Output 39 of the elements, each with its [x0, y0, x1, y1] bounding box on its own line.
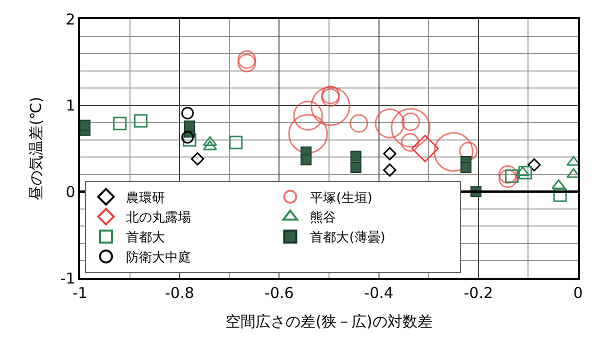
- point: [350, 150, 362, 162]
- x-tick-label: -0.4: [364, 284, 394, 302]
- point: [553, 188, 567, 202]
- point: [113, 116, 127, 130]
- legend-label: 北の丸露場: [126, 210, 191, 226]
- legend-label: 平塚(生垣): [310, 190, 372, 206]
- point: [79, 120, 90, 131]
- point: [460, 162, 472, 173]
- point: [528, 158, 541, 172]
- point: [411, 134, 439, 162]
- point: [181, 106, 194, 120]
- point: [350, 162, 362, 173]
- point: [551, 179, 566, 190]
- legend-label: 防衛大中庭: [126, 250, 191, 266]
- legend-label: 首都大(薄曇): [310, 230, 386, 246]
- point: [229, 136, 243, 150]
- x-tick-label: -0.8: [164, 284, 194, 302]
- point: [181, 131, 194, 144]
- y-tick-label: 1: [66, 96, 76, 115]
- point: [518, 166, 532, 180]
- point: [300, 154, 312, 166]
- legend-label: 熊谷: [310, 210, 336, 226]
- y-tick-label: -1: [60, 269, 76, 288]
- point: [134, 114, 148, 128]
- y-tick-label: 0: [66, 182, 76, 201]
- x-tick-label: 0: [573, 284, 583, 302]
- x-tick-label: -0.6: [264, 284, 294, 302]
- legend-label: 農環研: [126, 190, 165, 206]
- point: [516, 166, 530, 176]
- point: [190, 152, 204, 166]
- point: [383, 163, 396, 177]
- point: [383, 147, 396, 160]
- point: [184, 120, 196, 132]
- legend-label: 首都大: [126, 230, 165, 246]
- y-tick-label: 2: [66, 10, 76, 28]
- x-tick-label: -0.2: [464, 284, 494, 302]
- point: [182, 133, 196, 147]
- x-axis-title: 空間広さの差(狭－広)の対数差: [226, 312, 432, 330]
- y-axis-title: 昼の気温差(℃): [27, 96, 46, 200]
